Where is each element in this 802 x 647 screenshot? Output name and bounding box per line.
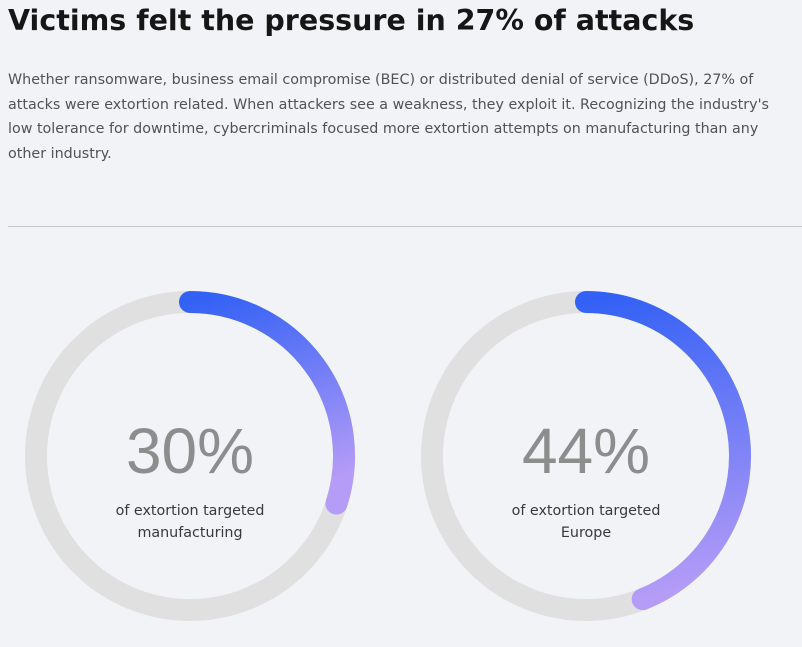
donut-value-arc [575,291,751,611]
donut-value-arc [179,291,355,515]
donut-chart-manufacturing: 30% of extortion targeted manufacturing [20,286,360,626]
donut-chart-europe: 44% of extortion targeted Europe [416,286,756,626]
page-title: Victims felt the pressure in 27% of atta… [8,4,695,37]
stat-value: 30% [125,415,255,487]
stat-caption: of extortion targeted Europe [511,503,661,541]
stat-value: 44% [521,415,651,487]
donut-svg-manufacturing [25,291,355,621]
donut-svg-europe [421,291,751,621]
section-divider [8,226,802,227]
intro-paragraph: Whether ransomware, business email compr… [8,72,769,162]
stat-caption: of extortion targeted manufacturing [115,503,265,541]
